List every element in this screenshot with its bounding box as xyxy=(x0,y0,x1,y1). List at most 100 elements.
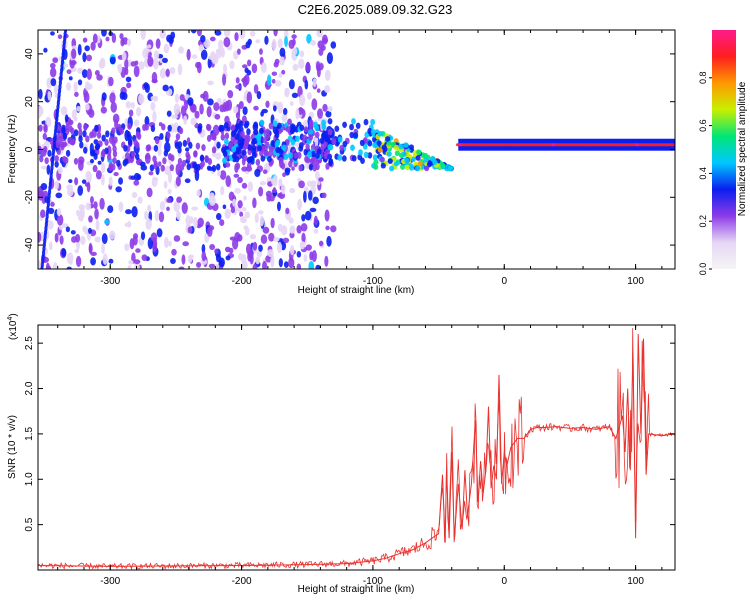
spectrogram-cell xyxy=(319,137,325,144)
spectrogram-cell xyxy=(267,155,272,163)
spectrogram-cell xyxy=(83,123,88,131)
spectrogram-cell xyxy=(215,152,222,160)
spectrogram-cell xyxy=(288,79,295,90)
spectrogram-cell xyxy=(311,250,317,262)
spectrogram-cell xyxy=(315,61,321,72)
spectrogram-cell xyxy=(60,106,68,116)
spectrogram-cell xyxy=(194,110,200,119)
spectrogram-cell xyxy=(178,127,184,135)
spectrogram-cell xyxy=(316,88,321,93)
spectrogram-cell xyxy=(47,149,52,157)
spectrogram-cell xyxy=(243,142,249,150)
spectrogram-cell xyxy=(115,186,122,193)
spectrogram-cell xyxy=(224,208,231,219)
spectrogram-cell xyxy=(265,190,273,198)
spectrogram-cell xyxy=(301,232,306,243)
spectrogram-cell xyxy=(262,137,268,144)
spectrogram-cell xyxy=(206,134,212,142)
spectrogram-cell xyxy=(312,196,319,205)
spectrogram-cell xyxy=(235,111,241,120)
spectrogram-cell xyxy=(237,48,241,55)
spectrogram-cell xyxy=(85,135,90,143)
spectrogram-cell xyxy=(409,165,415,171)
spectrogram-cell xyxy=(120,38,125,47)
spectrogram-cell xyxy=(311,150,316,158)
spectrogram-cell xyxy=(152,57,159,70)
spectrogram-cell xyxy=(234,32,239,42)
spectrogram-cell xyxy=(142,48,149,59)
spectrogram-cell xyxy=(186,163,191,171)
spectrogram-cell xyxy=(337,136,343,143)
spectrogram-cell xyxy=(423,165,430,172)
spectrogram-cell xyxy=(128,109,134,117)
spectrogram-cell xyxy=(136,132,142,140)
spectrogram-cell xyxy=(316,30,323,38)
spectrogram-cell xyxy=(270,140,276,147)
x-tick-label: -200 xyxy=(232,576,252,587)
spectrogram-cell xyxy=(283,261,289,268)
spectrogram-cell xyxy=(258,244,263,252)
spectrogram-cell xyxy=(303,190,307,203)
spectrogram-cell xyxy=(127,122,132,130)
spectrogram-cell xyxy=(93,201,98,209)
spectrogram-cell xyxy=(150,95,157,101)
spectrogram-cell xyxy=(119,127,124,135)
spectrogram-cell xyxy=(146,187,153,198)
spectrogram-cell xyxy=(317,40,324,49)
spectrogram-cell xyxy=(321,192,327,199)
spectrogram-cell xyxy=(197,123,203,131)
spectrogram-cell xyxy=(84,182,90,187)
spectrogram-cell xyxy=(265,100,270,108)
spectrogram-cell xyxy=(297,198,303,211)
spectrogram-cell xyxy=(285,126,291,133)
spectrogram-cell xyxy=(327,128,333,136)
spectrogram-cell xyxy=(162,84,169,92)
spectrogram-cell xyxy=(280,162,286,170)
spectrogram-cell xyxy=(299,50,305,58)
spectrogram-cell xyxy=(108,164,113,172)
spectrogram-cell xyxy=(292,47,298,56)
spectrogram-cell xyxy=(161,123,166,131)
spectrogram-cell xyxy=(200,34,206,43)
spectrogram-cell xyxy=(47,220,54,230)
spectrogram-cell xyxy=(242,106,248,116)
spectrogram-cell xyxy=(267,249,274,258)
spectrogram-cell xyxy=(59,235,64,245)
spectrogram-cell xyxy=(209,243,216,250)
spectrogram-cell xyxy=(68,76,73,81)
spectrogram-cell xyxy=(268,145,274,152)
spectrogram-cell xyxy=(197,217,204,228)
spectrogram-cell xyxy=(415,165,421,172)
spectrogram-cell xyxy=(260,234,268,244)
spectrogram-cell xyxy=(83,91,90,103)
spectrogram-cell xyxy=(171,114,178,119)
spectrogram-cell xyxy=(152,155,157,163)
spectrogram-cell xyxy=(146,44,152,49)
spectrogram-cell xyxy=(47,207,55,215)
spectrogram-cell xyxy=(125,76,132,83)
spectrogram-cell xyxy=(321,123,327,130)
spectrogram-cell xyxy=(303,126,309,133)
colorbar-tick-label: 0.4 xyxy=(698,167,708,180)
spectrogram-cell xyxy=(81,179,87,184)
spectrogram-cell xyxy=(215,213,222,221)
colorbar-label: Normalized spectral amplitude xyxy=(737,81,748,216)
spectrogram-cell xyxy=(92,164,98,173)
spectrogram-cell xyxy=(447,165,453,172)
spectrogram-cell xyxy=(241,207,247,212)
spectrogram-cell xyxy=(310,40,317,46)
spectrogram-cell xyxy=(79,141,84,149)
spectrogram-cell xyxy=(171,248,177,256)
spectrogram-cell xyxy=(157,161,162,167)
snr-y-scale-factor: (x104) xyxy=(7,313,19,340)
spectrogram-cell xyxy=(198,44,204,52)
spectrogram-cell xyxy=(251,147,257,154)
spectrogram-cell xyxy=(139,161,146,167)
spectrogram-cell xyxy=(231,146,237,153)
spectrogram-cell xyxy=(206,106,212,118)
spectrogram-cell xyxy=(193,216,198,229)
spectrogram-cell xyxy=(220,185,225,196)
spectrogram-cell xyxy=(52,57,59,64)
spectrogram-cell xyxy=(404,157,410,164)
